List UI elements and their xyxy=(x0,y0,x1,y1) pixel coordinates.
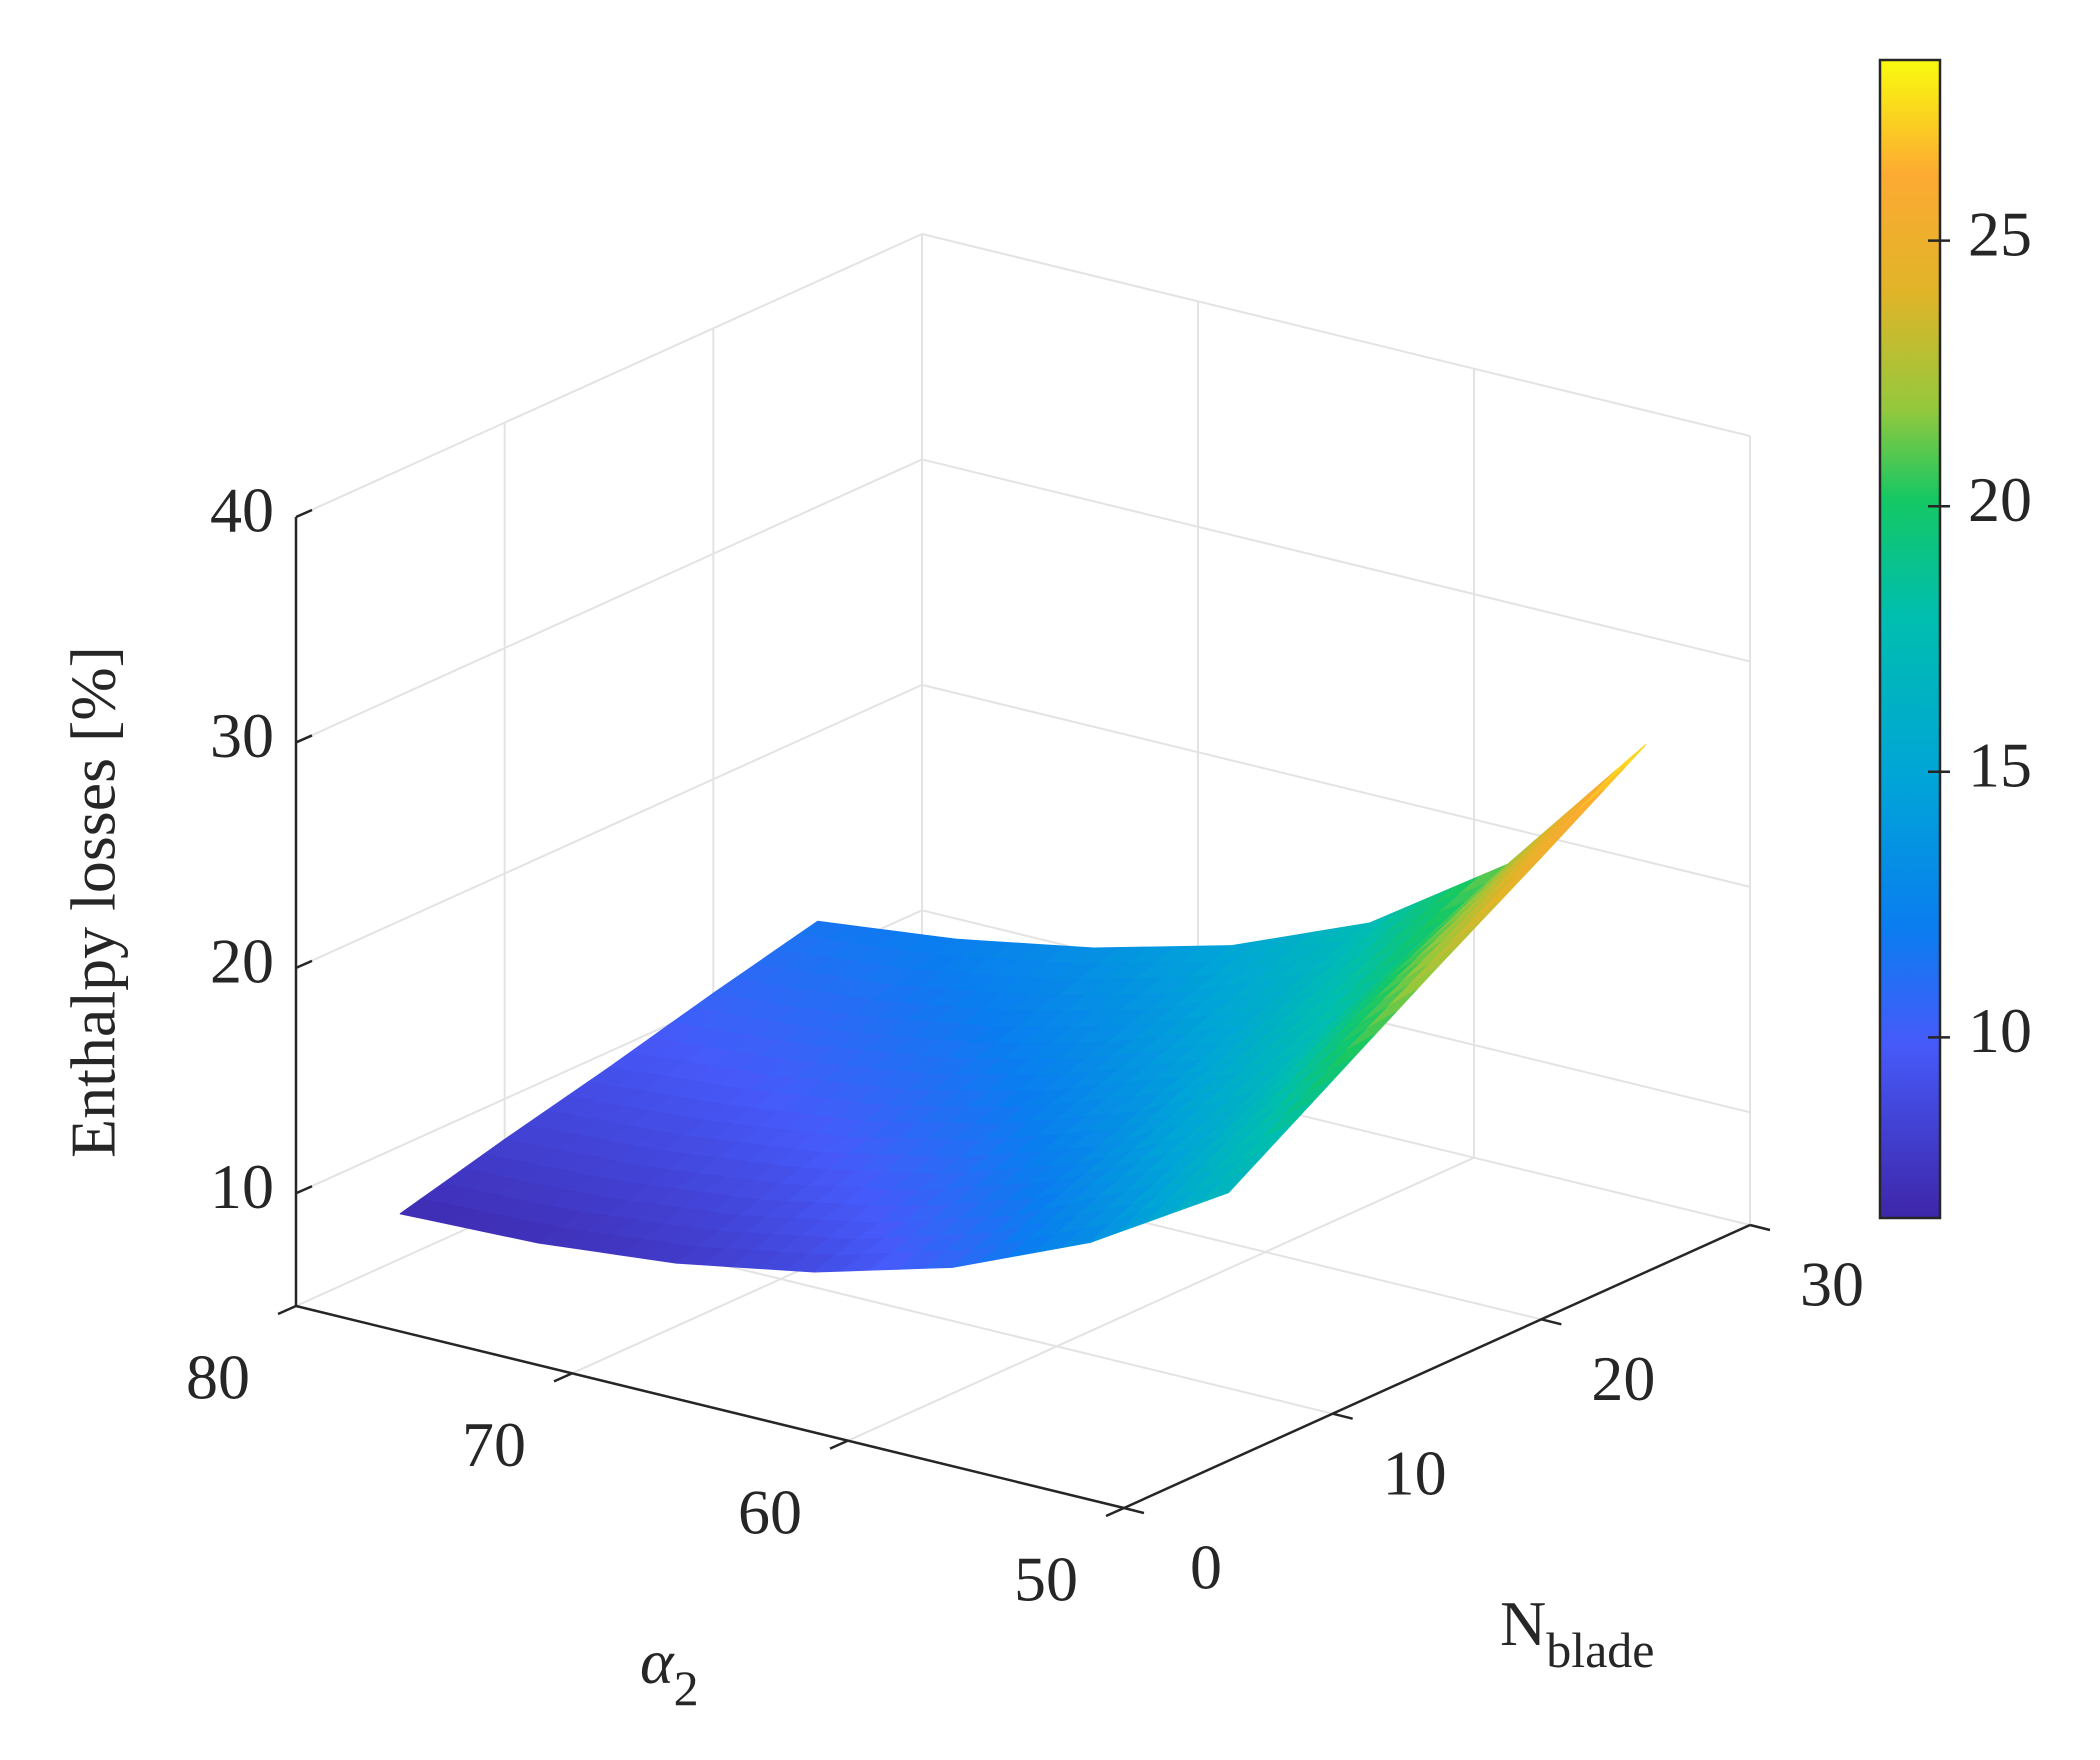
y-axis-label: Nblade xyxy=(1500,1588,1655,1679)
surface-patch xyxy=(1575,766,1626,813)
colorbar-tick-label: 20 xyxy=(1968,464,2032,535)
x-label-sub: 2 xyxy=(674,1660,699,1716)
x-tick-label: 70 xyxy=(462,1409,526,1480)
x-tick-label: 60 xyxy=(738,1476,802,1547)
z-tick xyxy=(295,734,313,744)
z-axis-label: Enthalpy losses [%] xyxy=(58,646,129,1158)
grid-line xyxy=(921,683,1751,888)
y-tick-label: 30 xyxy=(1800,1249,1864,1320)
x-tick-label: 80 xyxy=(186,1342,250,1413)
y-label-main: N xyxy=(1500,1588,1546,1659)
y-tick xyxy=(1749,1223,1771,1232)
y-label-sub: blade xyxy=(1546,1622,1654,1678)
x-axis xyxy=(295,1304,1125,1510)
grid-line xyxy=(295,233,923,518)
grid-line xyxy=(295,683,923,969)
y-tick xyxy=(1123,1506,1145,1515)
colorbar-tick-label: 25 xyxy=(1968,198,2032,269)
grid-line xyxy=(921,233,1751,437)
z-tick xyxy=(295,1185,313,1195)
y-tick xyxy=(1541,1318,1562,1326)
x-tick xyxy=(1105,1506,1125,1518)
grid-line xyxy=(295,458,923,744)
y-axis xyxy=(1123,1223,1751,1510)
surface-patch xyxy=(1554,789,1605,835)
axes: 10 20 30 40 50 60 70 80 0 10 20 30 xyxy=(186,475,1864,1615)
x-tick xyxy=(553,1372,573,1383)
x-tick-label: 50 xyxy=(1014,1544,1078,1615)
x-axis-label: α2 xyxy=(640,1626,699,1717)
surface xyxy=(399,744,1647,1273)
surface-patch xyxy=(1506,833,1557,878)
colorbar-scale xyxy=(1878,58,1942,1220)
z-tick-label: 30 xyxy=(210,700,274,771)
grid xyxy=(295,233,1751,1509)
z-tick xyxy=(295,959,313,970)
z-tick-label: 20 xyxy=(210,926,274,997)
z-tick-label: 10 xyxy=(210,1151,274,1222)
y-tick-label: 10 xyxy=(1383,1437,1447,1508)
grid-line xyxy=(921,458,1751,663)
colorbar-tick-label: 10 xyxy=(1968,995,2032,1066)
surface-patch xyxy=(1200,1169,1250,1204)
x-tick xyxy=(277,1304,297,1316)
x-tick xyxy=(829,1439,849,1450)
colorbar-tick-label: 15 xyxy=(1968,729,2032,800)
z-tick-label: 40 xyxy=(210,475,274,546)
y-tick-label: 20 xyxy=(1591,1343,1655,1414)
y-tick xyxy=(1332,1412,1353,1420)
grid-line xyxy=(847,1156,1475,1442)
x-label-main: α xyxy=(640,1626,675,1697)
y-tick-label: 0 xyxy=(1190,1532,1222,1603)
colorbar: 10 15 20 25 xyxy=(1878,58,2032,1220)
z-tick xyxy=(295,508,313,519)
